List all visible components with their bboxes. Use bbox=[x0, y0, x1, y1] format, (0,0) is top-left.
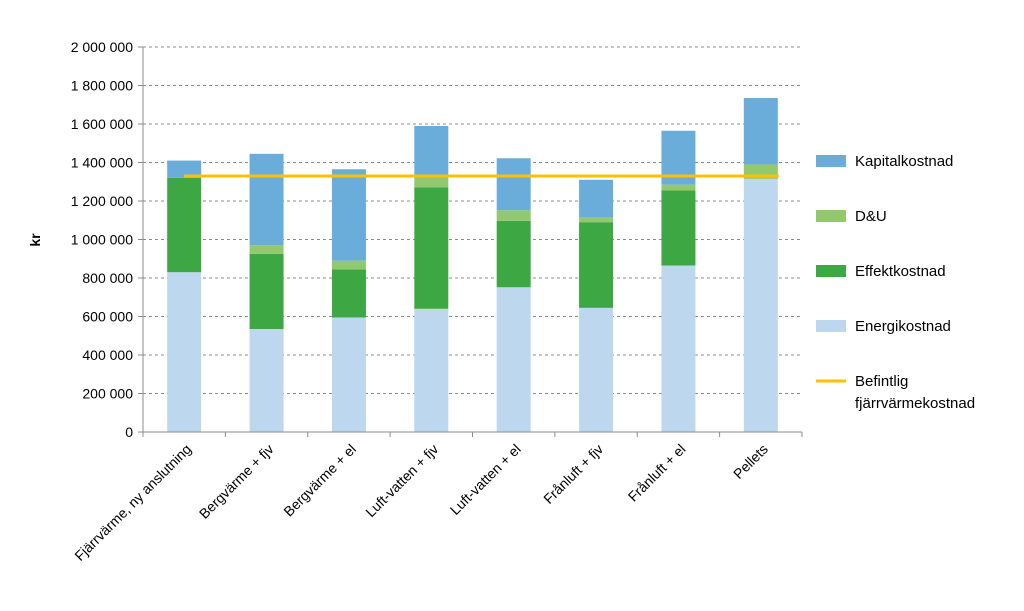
legend-label: Befintlig bbox=[855, 373, 908, 390]
bar-effektkostnad bbox=[249, 253, 284, 330]
bar-kapitalkostnad bbox=[249, 153, 284, 246]
bar-d-u bbox=[331, 260, 366, 270]
y-tick-label: 1 000 000 bbox=[71, 232, 133, 248]
legend-swatch-d-u bbox=[816, 210, 846, 222]
y-tick-label: 0 bbox=[125, 424, 133, 440]
y-tick-label: 1 600 000 bbox=[71, 116, 133, 132]
y-tick-label: 200 000 bbox=[82, 386, 133, 402]
bar-energikostnad bbox=[743, 178, 778, 432]
legend-swatch-kapitalkostnad bbox=[816, 155, 846, 167]
y-tick-label: 600 000 bbox=[82, 309, 133, 325]
y-tick-label: 400 000 bbox=[82, 347, 133, 363]
bar-effektkostnad bbox=[414, 187, 449, 309]
bar-kapitalkostnad bbox=[167, 160, 202, 178]
bar-effektkostnad bbox=[496, 220, 531, 288]
bar-d-u bbox=[249, 245, 284, 254]
bar-kapitalkostnad bbox=[579, 179, 614, 218]
legend-label: D&U bbox=[855, 208, 887, 225]
legend-swatch-effektkostnad bbox=[816, 265, 846, 277]
x-category-label: Bergvärme + el bbox=[280, 441, 359, 520]
x-category-label: Frånluft + el bbox=[625, 441, 689, 505]
bar-kapitalkostnad bbox=[414, 125, 449, 178]
bars bbox=[167, 98, 778, 432]
x-category-label: Luft-vatten + el bbox=[447, 441, 524, 518]
y-axis-label: kr bbox=[27, 233, 43, 247]
x-category-label: Frånluft + fjv bbox=[540, 441, 606, 507]
bar-energikostnad bbox=[167, 272, 202, 432]
bar-d-u bbox=[414, 177, 449, 188]
bar-d-u bbox=[661, 184, 696, 191]
x-category-label: Bergvärme + fjv bbox=[196, 441, 277, 522]
x-category-label: Fjärrvärme, ny anslutning bbox=[71, 441, 194, 564]
bar-energikostnad bbox=[579, 307, 614, 432]
bar-effektkostnad bbox=[167, 177, 202, 273]
bar-energikostnad bbox=[249, 329, 284, 432]
bar-effektkostnad bbox=[661, 190, 696, 266]
x-category-labels: Fjärrvärme, ny anslutning Bergvärme + fjv… bbox=[71, 441, 771, 564]
gridlines bbox=[143, 46, 802, 394]
x-category-label: Luft-vatten + fjv bbox=[362, 441, 441, 520]
legend-label: Energikostnad bbox=[855, 318, 951, 335]
bar-effektkostnad bbox=[579, 222, 614, 308]
bar-energikostnad bbox=[496, 287, 531, 432]
legend: Kapitalkostnad D&U Effektkostnad Energikost… bbox=[816, 153, 975, 412]
legend-label: fjärrvärmekostnad bbox=[855, 395, 975, 412]
bar-energikostnad bbox=[414, 308, 449, 432]
y-tick-labels: 0 200 000 400 000 600 000 800 000 1 000 000 1 … bbox=[71, 39, 134, 440]
bar-energikostnad bbox=[661, 265, 696, 432]
bar-effektkostnad bbox=[331, 269, 366, 318]
legend-label: Effektkostnad bbox=[855, 263, 946, 280]
axes bbox=[138, 46, 803, 437]
legend-label: Kapitalkostnad bbox=[855, 153, 953, 170]
bar-d-u bbox=[579, 217, 614, 223]
bar-d-u bbox=[496, 210, 531, 221]
legend-swatch-energikostnad bbox=[816, 320, 846, 332]
y-tick-label: 2 000 000 bbox=[71, 39, 133, 55]
y-tick-label: 1 200 000 bbox=[71, 193, 133, 209]
bar-kapitalkostnad bbox=[743, 98, 778, 165]
y-tick-label: 800 000 bbox=[82, 270, 133, 286]
y-tick-label: 1 800 000 bbox=[71, 78, 133, 94]
y-tick-label: 1 400 000 bbox=[71, 155, 133, 171]
bar-energikostnad bbox=[331, 317, 366, 432]
bar-kapitalkostnad bbox=[331, 169, 366, 261]
x-category-label: Pellets bbox=[730, 441, 771, 482]
bar-kapitalkostnad bbox=[496, 158, 531, 211]
